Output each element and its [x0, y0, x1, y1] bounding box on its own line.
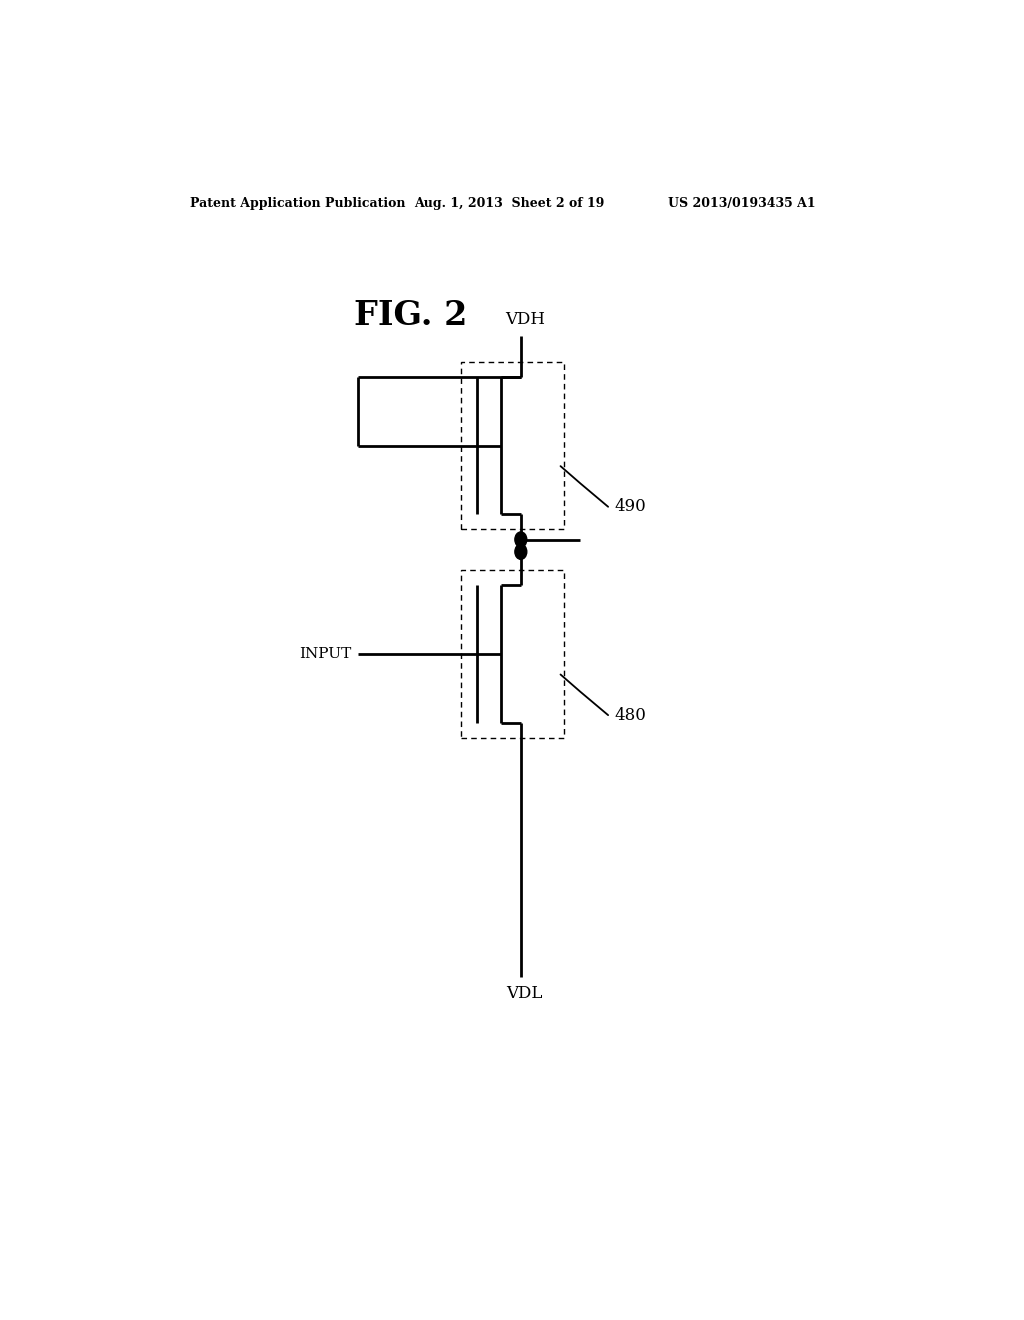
Text: INPUT: INPUT: [300, 647, 352, 661]
Bar: [461, 570, 564, 738]
Text: VDH: VDH: [505, 312, 545, 329]
Circle shape: [515, 544, 526, 560]
Bar: [461, 362, 564, 529]
Text: 480: 480: [614, 706, 646, 723]
Text: Patent Application Publication: Patent Application Publication: [189, 197, 406, 210]
Text: VDL: VDL: [507, 985, 543, 1002]
Circle shape: [515, 532, 526, 548]
Text: US 2013/0193435 A1: US 2013/0193435 A1: [668, 197, 815, 210]
Text: FIG. 2: FIG. 2: [354, 298, 468, 331]
Text: 490: 490: [614, 498, 646, 515]
Text: Aug. 1, 2013  Sheet 2 of 19: Aug. 1, 2013 Sheet 2 of 19: [414, 197, 604, 210]
